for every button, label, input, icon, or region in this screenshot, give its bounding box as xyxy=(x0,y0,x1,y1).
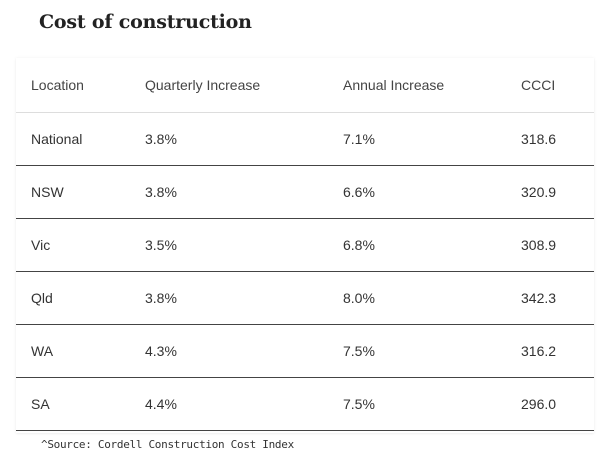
column-header-quarterly-increase: Quarterly Increase xyxy=(145,77,261,93)
data-table-card: Location Quarterly Increase Annual Incre… xyxy=(16,58,594,433)
cell-annual-increase: 7.5% xyxy=(328,377,506,431)
cell-quarterly-increase: 3.8% xyxy=(145,184,177,200)
cell-annual-increase: 6.8% xyxy=(343,237,375,253)
data-table: Location Quarterly Increase Annual Incre… xyxy=(16,58,594,431)
column-header-annual-increase: Annual Increase xyxy=(343,77,445,93)
cell-ccci: 308.9 xyxy=(521,237,557,253)
cell-ccci: 316.2 xyxy=(521,343,557,359)
cell-annual-increase: 6.6% xyxy=(343,184,375,200)
cell-annual-increase: 8.0% xyxy=(343,290,375,306)
cell-quarterly-increase: 3.5% xyxy=(145,237,177,253)
table-header-row: Location Quarterly Increase Annual Incre… xyxy=(16,58,594,113)
cell-quarterly-increase: 4.3% xyxy=(145,343,177,359)
cell-location: SA xyxy=(16,377,130,431)
table-row: National 3.8% 7.1% 318.6 xyxy=(16,112,594,166)
table-row: Vic 3.5% 6.8% 308.9 xyxy=(16,218,594,272)
column-header-location: Location xyxy=(31,77,84,93)
cell-annual-increase: 7.5% xyxy=(343,343,375,359)
column-header-ccci: CCCI xyxy=(521,77,556,93)
cell-location: National xyxy=(31,131,83,147)
source-note: ^Source: Cordell Construction Cost Index xyxy=(41,438,294,451)
cell-location: Vic xyxy=(31,237,51,253)
cell-location: Qld xyxy=(31,290,53,306)
table-row: Qld 3.8% 8.0% 342.3 xyxy=(16,271,594,325)
cell-ccci: 296.0 xyxy=(506,377,594,431)
cell-quarterly-increase: 4.4% xyxy=(130,377,328,431)
cell-quarterly-increase: 3.8% xyxy=(145,290,177,306)
table-row: NSW 3.8% 6.6% 320.9 xyxy=(16,165,594,219)
cell-quarterly-increase: 3.8% xyxy=(145,131,177,147)
cell-ccci: 318.6 xyxy=(521,131,557,147)
cell-ccci: 320.9 xyxy=(521,184,557,200)
page-title: Cost of construction xyxy=(39,11,252,33)
cell-location: NSW xyxy=(31,184,64,200)
table-row: WA 4.3% 7.5% 316.2 xyxy=(16,324,594,378)
table-row: SA 4.4% 7.5% 296.0 xyxy=(16,377,594,431)
cell-annual-increase: 7.1% xyxy=(343,131,375,147)
cell-location: WA xyxy=(31,343,54,359)
cell-ccci: 342.3 xyxy=(521,290,557,306)
